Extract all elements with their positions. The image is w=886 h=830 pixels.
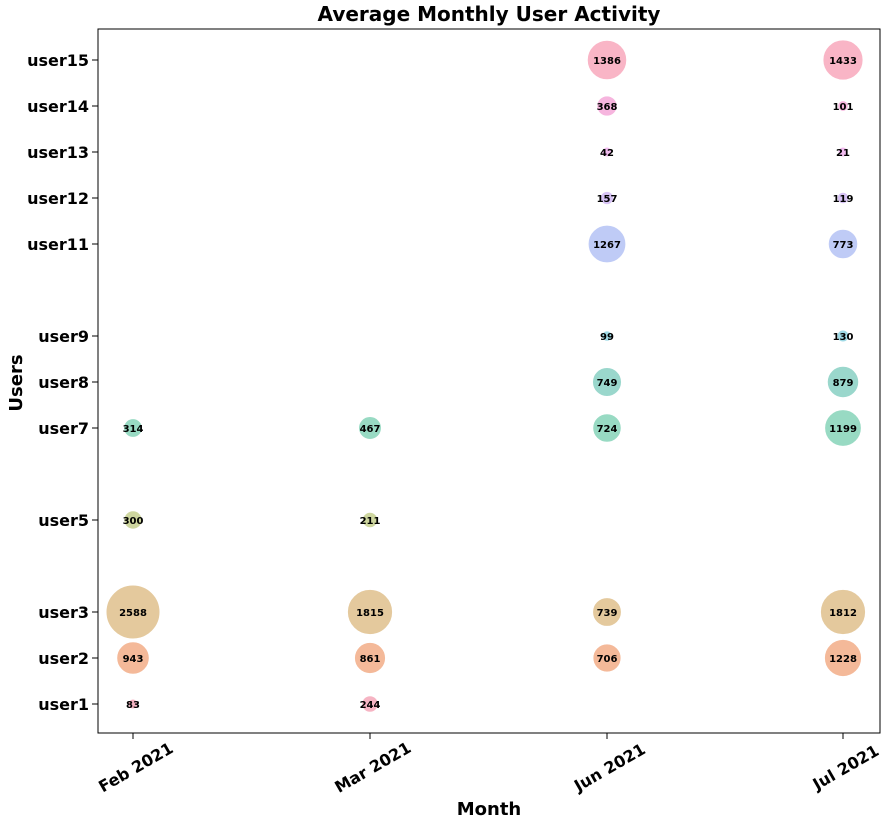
bubble-user2-2 [592,643,622,673]
bubble-user13-2 [601,146,613,158]
bubble-label-user13-3: 21 [836,148,850,159]
bubble-user15-3 [822,39,864,81]
bubble-label-user2-2: 706 [597,654,618,665]
bubble-user11-2 [587,224,627,264]
x-axis-label: Month [457,799,522,820]
y-tick-label: user14 [27,97,89,116]
bubble-label-user2-3: 1228 [829,654,857,665]
chart-title: Average Monthly User Activity [318,2,661,26]
bubble-user12-3 [836,191,850,205]
bubble-label-user3-2: 739 [597,608,618,619]
y-tick-label: user1 [38,695,89,714]
bubble-user13-3 [837,146,849,158]
bubble-user15-2 [586,39,628,81]
bubble-label-user7-2: 724 [597,424,618,435]
bubble-label-user15-3: 1433 [829,56,857,67]
bubble-label-user14-2: 368 [597,102,618,113]
bubble-label-user5-0: 300 [123,516,144,527]
bubble-user2-0 [116,641,150,675]
bubble-user8-2 [591,366,623,398]
bubble-label-user14-3: 101 [833,102,854,113]
bubble-label-user8-2: 749 [597,378,618,389]
bubble-user5-0 [123,510,143,530]
bubble-user8-3 [826,365,860,399]
x-tick-label: Feb 2021 [95,738,176,796]
bubble-label-user11-2: 1267 [593,240,621,251]
bubble-label-user8-3: 879 [833,378,854,389]
bubble-label-user7-0: 314 [123,424,144,435]
bubble-user7-1 [358,416,382,440]
bubble-label-user9-3: 130 [833,332,854,343]
x-tick-label: Jun 2021 [570,739,649,795]
bubble-user7-3 [824,409,862,447]
y-tick-label: user13 [27,143,89,162]
bubble-user1-0 [127,698,139,710]
bubble-label-user1-1: 244 [360,700,381,711]
bubble-user3-0 [105,584,161,640]
bubble-label-user3-3: 1812 [829,608,857,619]
bubble-user5-1 [361,511,379,529]
bubble-label-user15-2: 1386 [593,56,621,67]
bubble-user11-3 [827,228,859,260]
bubble-label-user5-1: 211 [360,516,381,527]
bubble-label-user2-1: 861 [360,654,381,665]
bubble-user9-2 [601,330,613,342]
bubble-label-user11-3: 773 [833,240,854,251]
bubble-user9-3 [836,329,850,343]
bubble-user2-1 [353,641,387,675]
y-tick-label: user15 [27,51,89,70]
bubble-label-user3-1: 1815 [356,608,384,619]
x-tick-label: Jul 2021 [809,741,883,794]
bubble-user14-3 [837,100,849,112]
bubble-label-user2-0: 943 [123,654,144,665]
y-axis-ticks: user1 user2 user3 user5 user7 user8 user9 user1… [27,51,98,714]
bubble-user3-3 [819,588,867,636]
plot-area-frame [97,28,881,734]
bubble-user14-2 [596,95,618,117]
y-tick-label: user9 [38,327,89,346]
x-tick-label: Mar 2021 [331,738,414,797]
bubble-label-user12-3: 119 [833,194,854,205]
y-tick-label: user8 [38,373,89,392]
bubble-label-user7-3: 1199 [829,424,857,435]
y-tick-label: user11 [27,235,89,254]
bubble-user7-2 [592,413,622,443]
bubble-label-user12-2: 157 [597,194,618,205]
bubble-label-user13-2: 42 [600,148,614,159]
bubble-user3-1 [346,588,394,636]
bubble-label-user1-0: 83 [126,700,140,711]
x-axis-ticks: Feb 2021 Mar 2021 Jun 2021 Jul 2021 [95,733,882,797]
bubble-user1-1 [361,695,379,713]
y-tick-label: user2 [38,649,89,668]
y-axis-label: Users [6,354,27,411]
bubble-label-user3-0: 2588 [119,608,147,619]
bubble-user7-0 [123,418,143,438]
y-tick-label: user7 [38,419,89,438]
y-tick-label: user12 [27,189,89,208]
bubble-label-user7-1: 467 [360,424,381,435]
bubble-user2-3 [823,638,863,678]
bubble-user12-2 [599,190,615,206]
y-tick-label: user5 [38,511,89,530]
bubble-user3-2 [592,597,622,627]
bubble-label-user9-2: 99 [600,332,614,343]
y-tick-label: user3 [38,603,89,622]
